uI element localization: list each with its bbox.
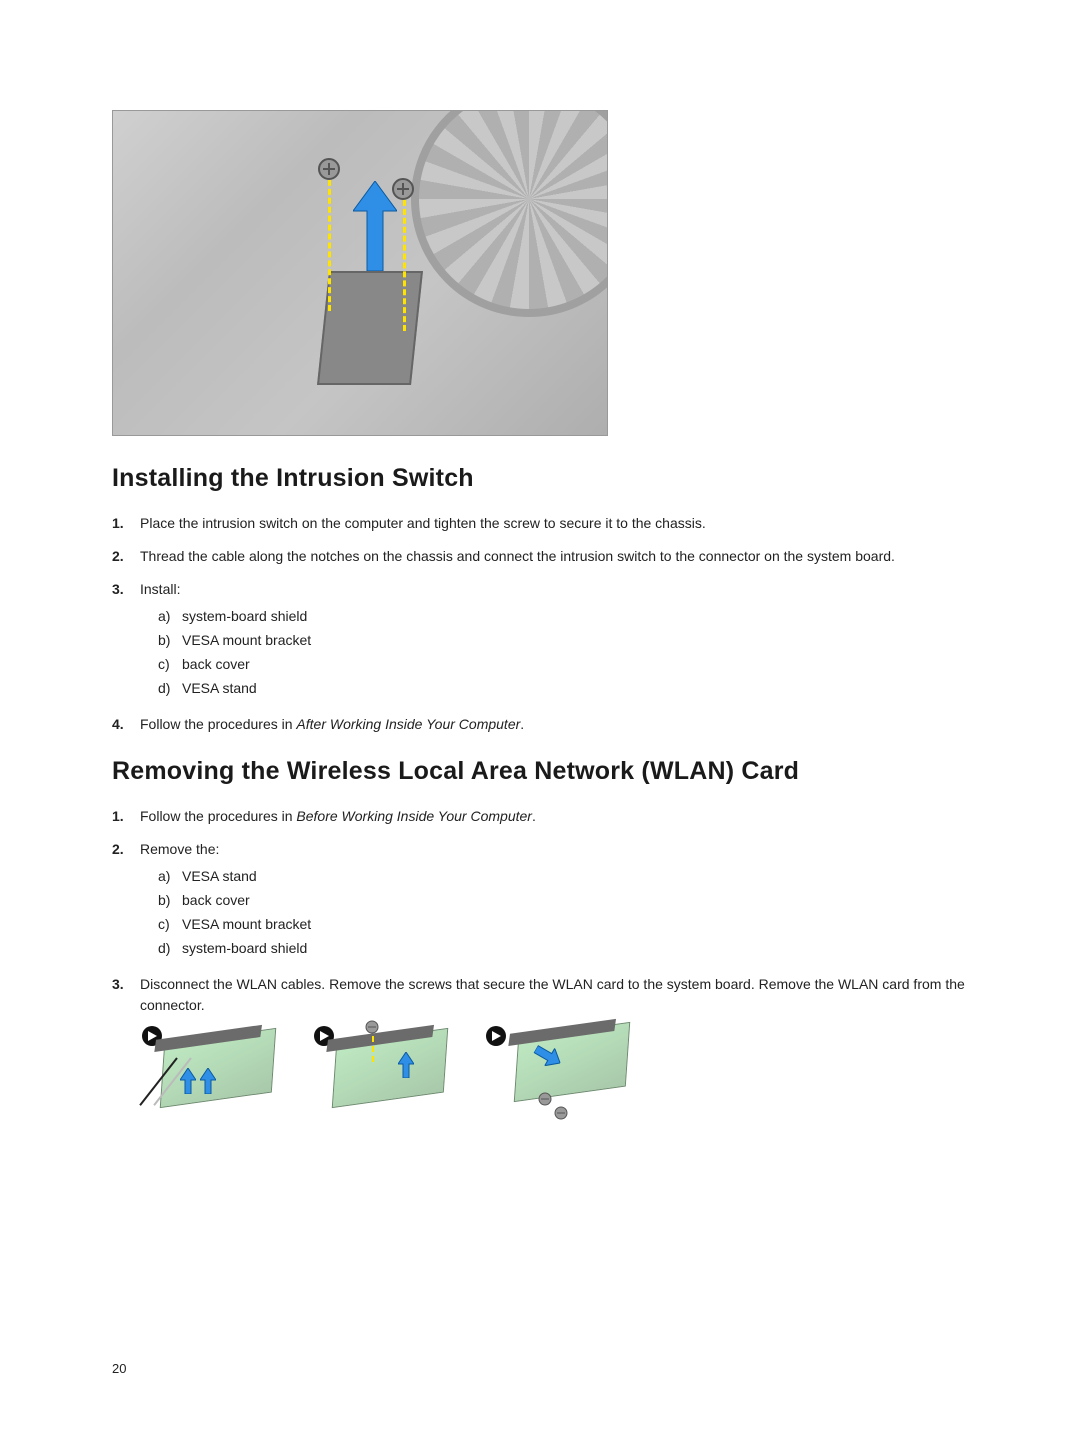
list-item: 2. Thread the cable along the notches on… [112,546,968,567]
list-item: 4. Follow the procedures in After Workin… [112,714,968,735]
text-pre: Follow the procedures in [140,808,296,824]
sub-text: VESA mount bracket [182,914,311,935]
text-italic: After Working Inside Your Computer [296,716,520,732]
sub-letter: b) [158,630,182,651]
step-number: 3. [112,579,140,702]
step-text: Follow the procedures in Before Working … [140,806,968,827]
remove-wlan-steps-list: 1. Follow the procedures in Before Worki… [112,806,968,1118]
step-number: 3. [112,974,140,1118]
step-text: Place the intrusion switch on the comput… [140,513,968,534]
sub-text: system-board shield [182,938,307,959]
step-text: Disconnect the WLAN cables. Remove the s… [140,976,965,1013]
sub-item: d)system-board shield [158,938,968,959]
text-post: . [520,716,524,732]
screw-icon [391,177,415,201]
sub-letter: d) [158,938,182,959]
sub-letter: a) [158,606,182,627]
step-number: 2. [112,839,140,962]
sub-item: b)VESA mount bracket [158,630,968,651]
screw-icon [554,1106,568,1120]
sub-text: VESA mount bracket [182,630,311,651]
wlan-card-graphic [160,1028,276,1108]
wlan-figure-row [140,1024,968,1118]
list-item: 1. Place the intrusion switch on the com… [112,513,968,534]
sub-letter: c) [158,914,182,935]
screw-path-1 [328,171,331,311]
sub-item: a)VESA stand [158,866,968,887]
section-title-removing-wlan: Removing the Wireless Local Area Network… [112,757,968,786]
screw-icon [317,157,341,181]
screw-icon [538,1092,552,1106]
step-content: Install: a)system-board shield b)VESA mo… [140,579,968,702]
sub-text: VESA stand [182,866,257,887]
section-title-installing: Installing the Intrusion Switch [112,464,968,493]
step-number: 4. [112,714,140,735]
sub-item: c)back cover [158,654,968,675]
wlan-card-graphic [332,1028,448,1108]
sub-item: b)back cover [158,890,968,911]
list-item: 2. Remove the: a)VESA stand b)back cover… [112,839,968,962]
list-item: 3. Install: a)system-board shield b)VESA… [112,579,968,702]
list-item: 1. Follow the procedures in Before Worki… [112,806,968,827]
page-number: 20 [112,1361,126,1376]
sub-item: a)system-board shield [158,606,968,627]
fan-graphic [411,110,608,317]
sub-letter: b) [158,890,182,911]
sub-text: back cover [182,890,250,911]
wlan-card-graphic [514,1022,630,1102]
sub-text: system-board shield [182,606,307,627]
wlan-panel-1 [140,1024,294,1118]
step-text: Remove the: [140,841,219,857]
sub-item: d)VESA stand [158,678,968,699]
up-arrow-icon [398,1052,414,1078]
text-post: . [532,808,536,824]
step-text: Thread the cable along the notches on th… [140,546,968,567]
switch-bracket-graphic [317,271,423,385]
sub-letter: c) [158,654,182,675]
list-item: 3. Disconnect the WLAN cables. Remove th… [112,974,968,1118]
sub-letter: d) [158,678,182,699]
sub-text: back cover [182,654,250,675]
wlan-panel-3 [484,1024,638,1118]
step-number: 1. [112,513,140,534]
sub-item: c)VESA mount bracket [158,914,968,935]
step-text: Follow the procedures in After Working I… [140,714,968,735]
intrusion-switch-figure [112,110,608,436]
sub-text: VESA stand [182,678,257,699]
panel-badge-icon [486,1026,506,1046]
step-text: Install: [140,581,180,597]
step-content: Remove the: a)VESA stand b)back cover c)… [140,839,968,962]
install-sublist: a)system-board shield b)VESA mount brack… [158,606,968,699]
text-pre: Follow the procedures in [140,716,296,732]
up-arrow-icon [180,1068,196,1094]
remove-sublist: a)VESA stand b)back cover c)VESA mount b… [158,866,968,959]
sub-letter: a) [158,866,182,887]
screw-icon [365,1020,379,1034]
screw-path-2 [403,191,406,331]
text-italic: Before Working Inside Your Computer [296,808,532,824]
up-arrow-icon [200,1068,216,1094]
install-steps-list: 1. Place the intrusion switch on the com… [112,513,968,735]
step-number: 2. [112,546,140,567]
step-content: Disconnect the WLAN cables. Remove the s… [140,974,968,1118]
step-number: 1. [112,806,140,827]
wlan-panel-2 [312,1024,466,1118]
